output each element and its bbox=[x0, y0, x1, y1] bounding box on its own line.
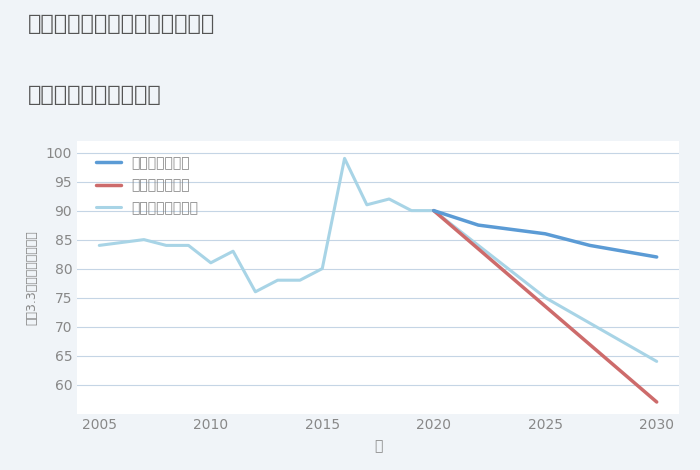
グッドシナリオ bbox=[430, 208, 438, 213]
Line: グッドシナリオ: グッドシナリオ bbox=[434, 211, 657, 257]
グッドシナリオ bbox=[586, 243, 594, 248]
ノーマルシナリオ bbox=[140, 237, 148, 243]
ノーマルシナリオ bbox=[251, 289, 260, 295]
ノーマルシナリオ bbox=[363, 202, 371, 208]
Y-axis label: 坪（3.3㎡）単価（万円）: 坪（3.3㎡）単価（万円） bbox=[26, 230, 38, 325]
ノーマルシナリオ bbox=[206, 260, 215, 266]
バッドシナリオ bbox=[430, 208, 438, 213]
ノーマルシナリオ bbox=[184, 243, 192, 248]
グッドシナリオ bbox=[474, 222, 482, 228]
X-axis label: 年: 年 bbox=[374, 439, 382, 454]
グッドシナリオ bbox=[652, 254, 661, 260]
Legend: グッドシナリオ, バッドシナリオ, ノーマルシナリオ: グッドシナリオ, バッドシナリオ, ノーマルシナリオ bbox=[90, 151, 204, 220]
グッドシナリオ bbox=[541, 231, 550, 236]
ノーマルシナリオ bbox=[407, 208, 416, 213]
バッドシナリオ bbox=[652, 399, 661, 405]
Text: 中古戸建ての価格推移: 中古戸建ての価格推移 bbox=[28, 85, 162, 105]
ノーマルシナリオ bbox=[162, 243, 170, 248]
Text: 兵庫県たつの市揖保川町片島の: 兵庫県たつの市揖保川町片島の bbox=[28, 14, 216, 34]
ノーマルシナリオ bbox=[340, 156, 349, 161]
Line: バッドシナリオ: バッドシナリオ bbox=[434, 211, 657, 402]
ノーマルシナリオ bbox=[318, 266, 326, 271]
ノーマルシナリオ bbox=[274, 277, 282, 283]
Line: ノーマルシナリオ: ノーマルシナリオ bbox=[99, 158, 434, 292]
ノーマルシナリオ bbox=[95, 243, 104, 248]
ノーマルシナリオ bbox=[296, 277, 304, 283]
ノーマルシナリオ bbox=[229, 248, 237, 254]
ノーマルシナリオ bbox=[385, 196, 393, 202]
ノーマルシナリオ bbox=[430, 208, 438, 213]
